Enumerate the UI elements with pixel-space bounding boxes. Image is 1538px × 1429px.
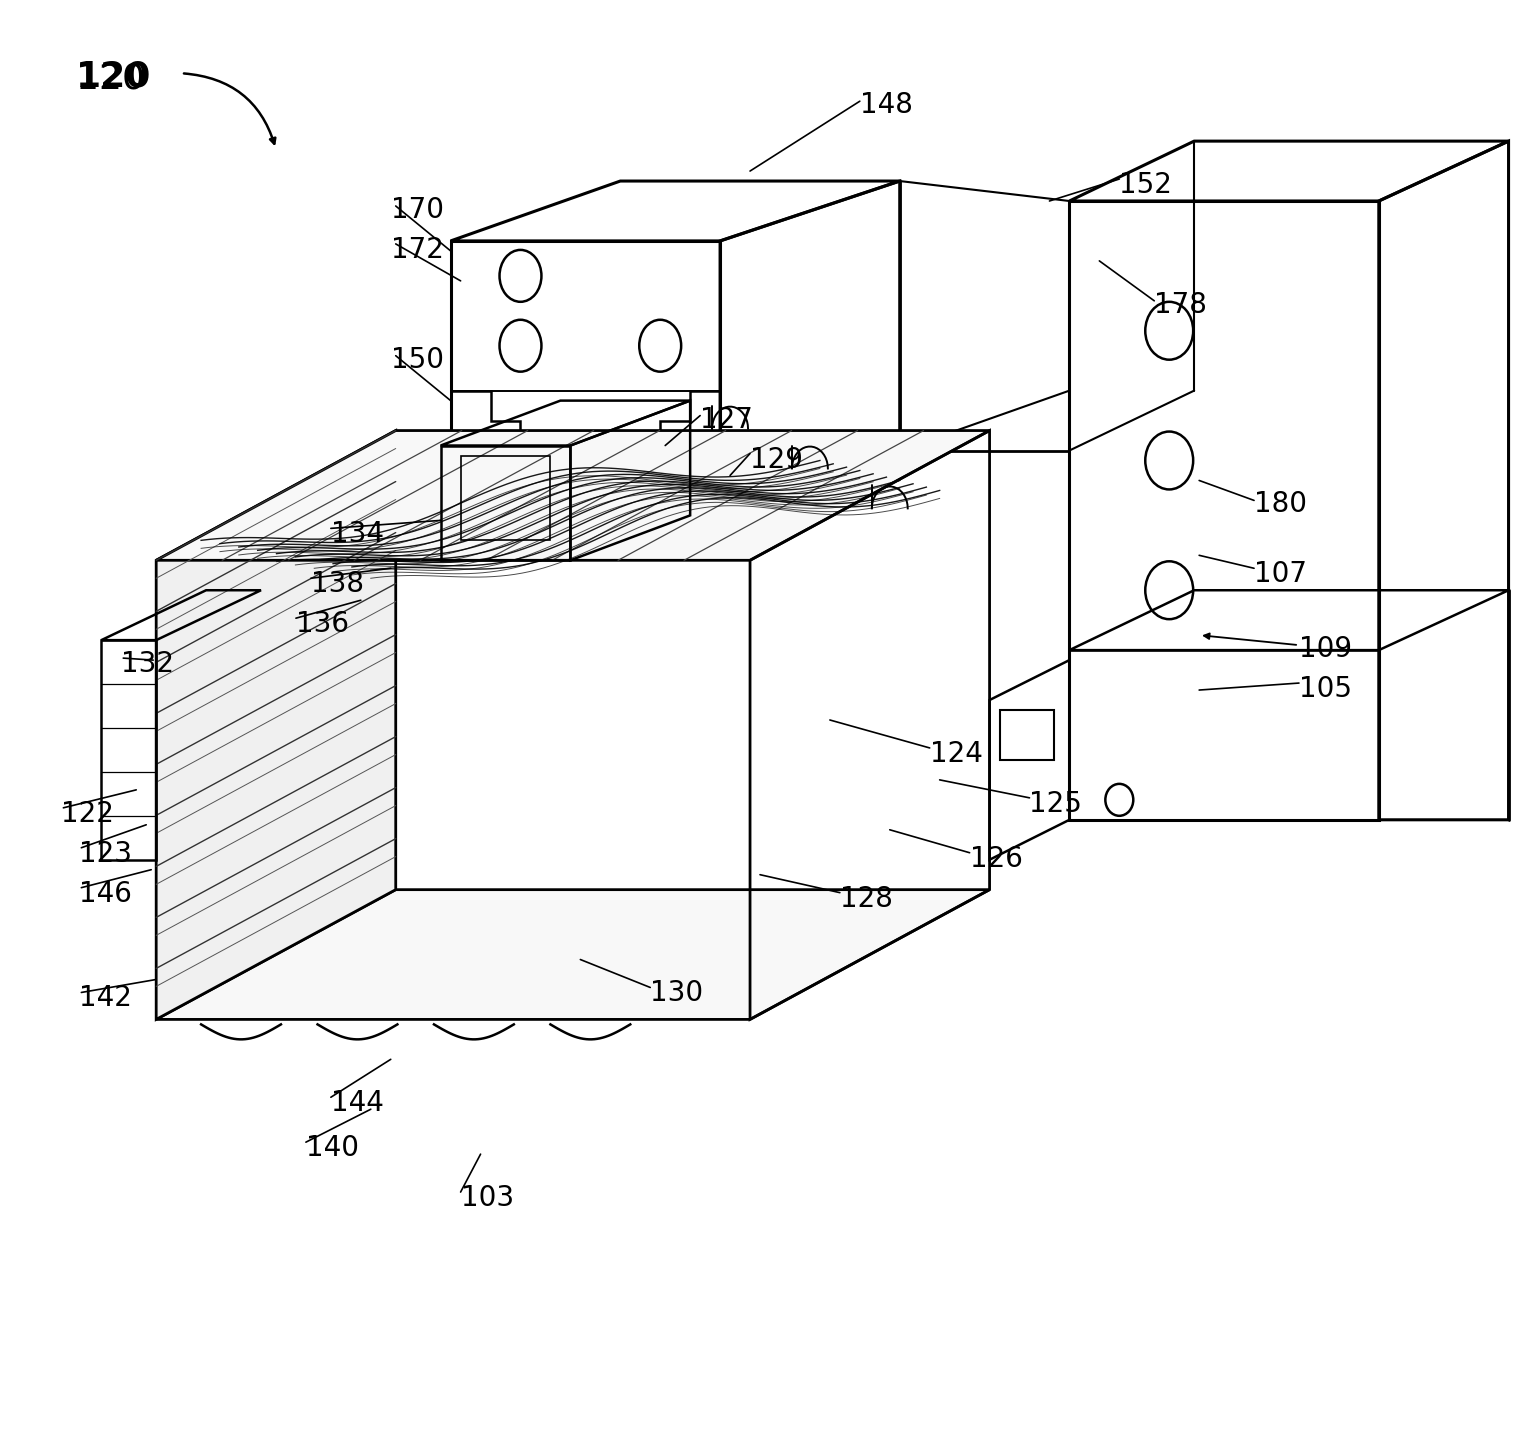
- Polygon shape: [157, 430, 989, 560]
- Text: 103: 103: [460, 1185, 514, 1212]
- Text: 172: 172: [391, 236, 443, 264]
- Text: 125: 125: [1029, 790, 1083, 817]
- Text: 109: 109: [1300, 634, 1352, 663]
- Text: 124: 124: [929, 740, 983, 767]
- Text: 126: 126: [969, 845, 1023, 873]
- Text: 146: 146: [80, 880, 132, 907]
- Text: 150: 150: [391, 346, 444, 374]
- Polygon shape: [157, 890, 989, 1019]
- Text: 138: 138: [311, 570, 365, 599]
- Text: 144: 144: [331, 1089, 383, 1117]
- Text: 107: 107: [1253, 560, 1307, 589]
- Text: 130: 130: [651, 979, 703, 1007]
- Text: 180: 180: [1253, 490, 1307, 519]
- Text: 134: 134: [331, 520, 384, 549]
- Text: 129: 129: [751, 446, 803, 473]
- Text: 132: 132: [122, 650, 174, 679]
- Text: 120: 120: [77, 59, 152, 93]
- Text: 140: 140: [306, 1135, 358, 1162]
- Text: 120: 120: [77, 61, 146, 96]
- Text: 122: 122: [62, 800, 114, 827]
- Polygon shape: [157, 430, 395, 1019]
- Text: 152: 152: [1120, 171, 1172, 199]
- Text: 170: 170: [391, 196, 444, 224]
- Text: 148: 148: [860, 91, 912, 119]
- Text: 123: 123: [80, 840, 132, 867]
- Text: 136: 136: [295, 610, 349, 639]
- Text: 178: 178: [1154, 292, 1207, 319]
- Text: 105: 105: [1300, 674, 1352, 703]
- Text: 127: 127: [700, 406, 754, 433]
- Text: 142: 142: [80, 985, 132, 1013]
- Text: 128: 128: [840, 885, 892, 913]
